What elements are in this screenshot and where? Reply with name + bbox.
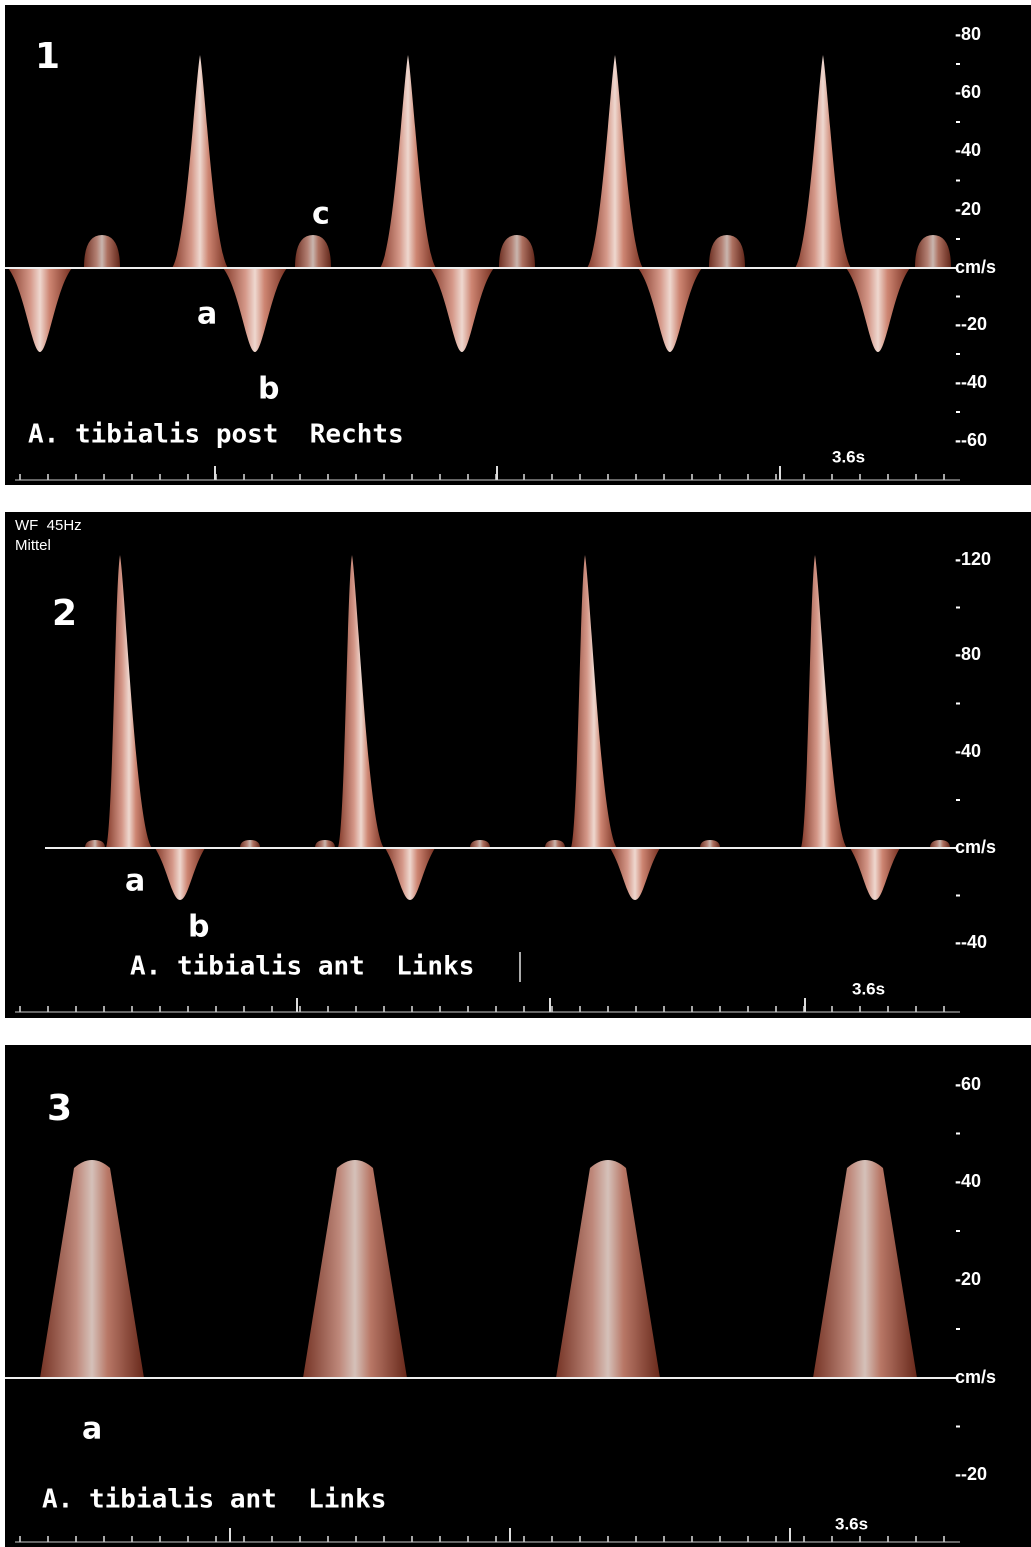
caption: A. tibialis post Rechts xyxy=(28,420,404,450)
waveform xyxy=(795,55,851,268)
annotation: a xyxy=(82,1412,102,1447)
panel-2 xyxy=(5,512,1031,1018)
waveform xyxy=(84,235,120,268)
axis-label: -40 xyxy=(955,140,981,160)
axis-label: --20 xyxy=(955,1464,987,1484)
waveform xyxy=(172,55,228,268)
waveform xyxy=(545,840,565,848)
annotation: c xyxy=(312,197,330,232)
time-label: 3.6s xyxy=(835,1514,868,1533)
axis-dot xyxy=(956,353,960,355)
waveform xyxy=(338,555,384,848)
axis-dot xyxy=(956,1132,960,1135)
panel-number: 3 xyxy=(47,1088,72,1129)
annotation: a xyxy=(197,297,217,332)
waveform xyxy=(571,555,617,848)
waveform xyxy=(850,848,900,900)
waveform xyxy=(556,1160,660,1378)
axis-dot xyxy=(956,1425,960,1428)
axis-label: -40 xyxy=(955,741,981,761)
waveform xyxy=(303,1160,407,1378)
axis-label: -20 xyxy=(955,199,981,219)
time-label: 3.6s xyxy=(852,979,885,998)
axis-label: -80 xyxy=(955,24,981,44)
waveform xyxy=(380,55,436,268)
axis-label: --40 xyxy=(955,932,987,952)
axis-dot xyxy=(956,63,960,65)
axis-dot xyxy=(956,295,960,298)
time-label: 3.6s xyxy=(832,447,865,466)
waveform xyxy=(430,268,494,352)
axis-dot xyxy=(956,702,960,705)
waveform xyxy=(8,268,72,352)
waveform xyxy=(587,55,643,268)
waveform xyxy=(240,840,260,848)
waveform xyxy=(106,555,152,848)
axis-dot xyxy=(956,238,960,240)
axis-label: --20 xyxy=(955,314,987,334)
waveform xyxy=(40,1160,144,1378)
waveforms xyxy=(8,55,951,1378)
waveform xyxy=(700,840,720,848)
axis-dot xyxy=(956,606,960,609)
waveform xyxy=(638,268,702,352)
axis-label: cm/s xyxy=(955,1367,996,1387)
axis-dot xyxy=(956,1328,960,1330)
axis-label: -40 xyxy=(955,1171,981,1191)
axis-label: cm/s xyxy=(955,837,996,857)
axis-label: -60 xyxy=(955,1074,981,1094)
axis-dot xyxy=(956,411,960,413)
setting: Mittel xyxy=(15,537,51,554)
panel-number: 1 xyxy=(35,36,60,77)
axis-label: --60 xyxy=(955,430,987,450)
waveform xyxy=(315,840,335,848)
axis-dot xyxy=(956,894,960,897)
panel-number: 2 xyxy=(52,593,77,634)
waveform xyxy=(155,848,205,900)
annotation: b xyxy=(258,372,279,407)
annotation: a xyxy=(125,864,145,899)
annotation: b xyxy=(188,910,209,945)
axis-label: -80 xyxy=(955,644,981,664)
waveform xyxy=(813,1160,917,1378)
waveform xyxy=(499,235,535,268)
waveform xyxy=(930,840,950,848)
setting: WF 45Hz xyxy=(15,517,82,534)
waveform xyxy=(470,840,490,848)
waveform xyxy=(223,268,287,352)
waveform xyxy=(709,235,745,268)
caption: A. tibialis ant Links xyxy=(130,952,474,982)
waveform xyxy=(610,848,660,900)
caption: A. tibialis ant Links xyxy=(42,1485,386,1515)
axis-dot xyxy=(956,121,960,123)
axis-label: --40 xyxy=(955,372,987,392)
axis-label: cm/s xyxy=(955,257,996,277)
waveform xyxy=(846,268,910,352)
waveform xyxy=(295,235,331,268)
axis-label: -60 xyxy=(955,82,981,102)
axis-dot xyxy=(956,179,960,182)
waveform xyxy=(915,235,951,268)
waveform xyxy=(801,555,847,848)
waveform xyxy=(85,840,105,848)
axis-label: -20 xyxy=(955,1269,981,1289)
axis-label: -120 xyxy=(955,549,991,569)
axis-dot xyxy=(956,799,960,801)
waveform xyxy=(385,848,435,900)
axis-dot xyxy=(956,1230,960,1232)
